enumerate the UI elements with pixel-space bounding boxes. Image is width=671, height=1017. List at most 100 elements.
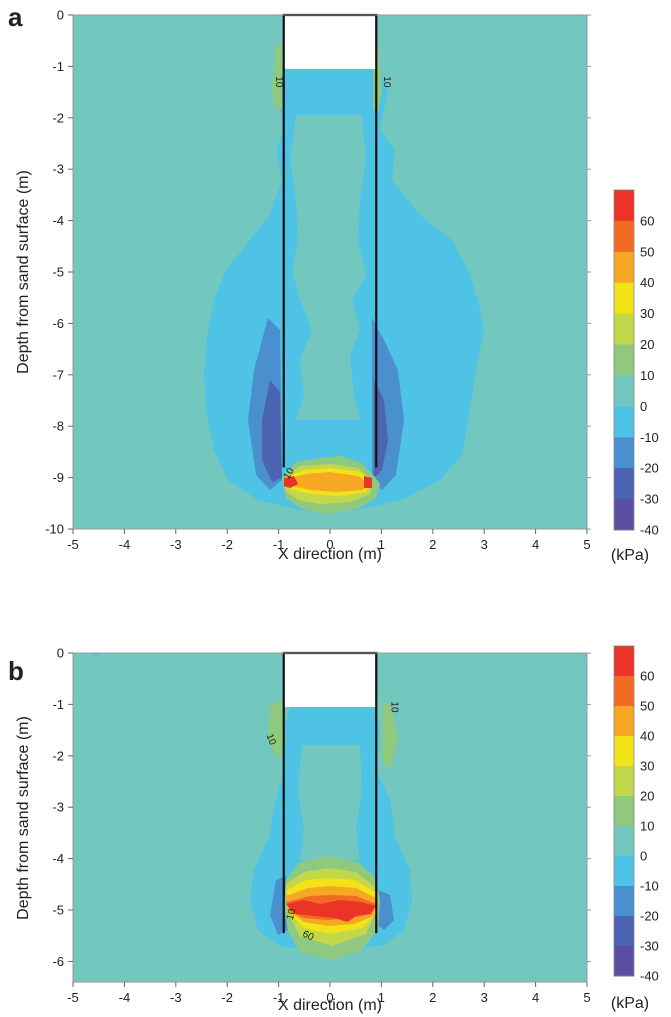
x-tick-label: -5 bbox=[67, 537, 79, 552]
colorbar-segment bbox=[614, 282, 634, 315]
panel-b-label: b bbox=[8, 656, 24, 686]
colorbar-segment bbox=[614, 766, 634, 797]
colorbar-tick-label: 10 bbox=[640, 819, 654, 834]
contour-label: 10 bbox=[282, 466, 297, 482]
contour-label: 10 bbox=[273, 76, 284, 88]
colorbar-tick-label: -20 bbox=[640, 461, 659, 476]
y-tick-label: -4 bbox=[52, 213, 64, 228]
colorbar-tick-label: 50 bbox=[640, 699, 654, 714]
y-tick-label: -5 bbox=[52, 265, 64, 280]
colorbar-tick-label: 40 bbox=[640, 275, 654, 290]
contour-label: 60 bbox=[301, 929, 316, 944]
colorbar-tick-label: 20 bbox=[640, 789, 654, 804]
contour-label: 10 bbox=[264, 732, 278, 747]
panel-a-caisson-empty-interior bbox=[283, 15, 377, 69]
colorbar-segment bbox=[614, 706, 634, 737]
colorbar-tick-label: 10 bbox=[640, 368, 654, 383]
colorbar-tick-label: 20 bbox=[640, 337, 654, 352]
x-tick-label: -4 bbox=[119, 990, 131, 1005]
x-tick-label: -3 bbox=[170, 990, 182, 1005]
panel-b-positive-strip-right bbox=[382, 700, 398, 770]
panel-b-caisson-empty-interior bbox=[283, 653, 377, 707]
x-tick-label: -2 bbox=[221, 990, 233, 1005]
x-tick-label: 0 bbox=[326, 990, 333, 1005]
panel-a-label: a bbox=[8, 2, 23, 32]
x-tick-label: 1 bbox=[378, 990, 385, 1005]
y-tick-label: -8 bbox=[52, 419, 64, 434]
panel-b-x-axis-label: X direction (m) bbox=[278, 997, 382, 1014]
panel-a-axes: -5 -4 -3 -2 -1 0 1 2 3 4 50-1-2-3-4-5-6-7-8-9-10 bbox=[45, 8, 591, 552]
x-tick-label: 4 bbox=[532, 990, 539, 1005]
x-tick-label: 3 bbox=[481, 990, 488, 1005]
colorbar-tick-label: 0 bbox=[640, 399, 647, 414]
colorbar-tick-label: -30 bbox=[640, 939, 659, 954]
y-tick-label: -7 bbox=[52, 367, 64, 382]
panel-b-positive-strip-left bbox=[268, 700, 286, 760]
panel-b-positive-zone-60-plus bbox=[286, 900, 376, 922]
colorbar-tick-label: 30 bbox=[640, 759, 654, 774]
panel-a-plug-zone bbox=[290, 115, 366, 420]
panel-a-x-axis-label: X direction (m) bbox=[278, 546, 382, 563]
panel-a: a -5 bbox=[8, 2, 659, 564]
panel-a-plot-area bbox=[72, 13, 588, 530]
panel-b-axes: -5 -4 -3 -2 -1 0 1 2 3 4 5 0 -1 -2 -3 -4 -5 -6 bbox=[52, 646, 591, 1005]
colorbar-tick-label: -30 bbox=[640, 492, 659, 507]
panel-a-positive-zone-60-left bbox=[284, 476, 298, 488]
colorbar-unit-label: (kPa) bbox=[611, 995, 649, 1012]
y-tick-label: -3 bbox=[52, 800, 64, 815]
y-tick-label: -3 bbox=[52, 162, 64, 177]
panel-a-colorbar: 60 50 40 30 20 10 0 -10 -20 -30 -40 (kPa) bbox=[611, 189, 659, 564]
colorbar-tick-label: 40 bbox=[640, 729, 654, 744]
colorbar-segment bbox=[614, 468, 634, 500]
x-tick-label: 2 bbox=[429, 990, 436, 1005]
panel-b-plug-zone bbox=[298, 745, 362, 860]
colorbar-tick-label: -40 bbox=[640, 523, 659, 538]
panel-a-positive-zone-40-50 bbox=[284, 472, 370, 492]
x-tick-label: -1 bbox=[273, 990, 285, 1005]
colorbar-segment bbox=[614, 946, 634, 977]
colorbar-segment bbox=[614, 646, 634, 677]
contour-label: 10 bbox=[389, 701, 400, 713]
y-tick-label: -4 bbox=[52, 851, 64, 866]
contour-label: 10 bbox=[285, 907, 299, 921]
colorbar-segment bbox=[614, 406, 634, 438]
colorbar-segment bbox=[614, 437, 634, 469]
colorbar-segment bbox=[614, 826, 634, 857]
colorbar-segment bbox=[614, 676, 634, 707]
y-tick-label: -5 bbox=[52, 903, 64, 918]
y-tick-label: -10 bbox=[45, 522, 64, 537]
y-tick-label: 0 bbox=[57, 646, 64, 661]
colorbar-segment bbox=[614, 856, 634, 887]
y-tick-label: 0 bbox=[57, 8, 64, 23]
y-tick-label: -6 bbox=[52, 954, 64, 969]
panel-b-y-axis-label: Depth from sand surface (m) bbox=[15, 716, 32, 920]
colorbar-tick-label: 60 bbox=[640, 213, 654, 228]
colorbar-frame bbox=[613, 189, 635, 531]
y-tick-label: -2 bbox=[52, 110, 64, 125]
colorbar-segment bbox=[614, 251, 634, 284]
panel-b-colorbar: 60 50 40 30 20 10 0 -10 -20 -30 -40 (kPa) bbox=[611, 645, 659, 1012]
colorbar-tick-label: -10 bbox=[640, 430, 659, 445]
x-tick-label: -4 bbox=[119, 537, 131, 552]
panel-b-negative-zone-10-20-right bbox=[378, 890, 394, 930]
x-tick-label: 5 bbox=[583, 537, 590, 552]
colorbar-segment bbox=[614, 796, 634, 827]
panel-a-y-axis-label: Depth from sand surface (m) bbox=[15, 170, 32, 374]
x-tick-label: 4 bbox=[532, 537, 539, 552]
colorbar-tick-label: 50 bbox=[640, 244, 654, 259]
colorbar-segment bbox=[614, 220, 634, 253]
colorbar-tick-label: 30 bbox=[640, 306, 654, 321]
y-tick-label: -2 bbox=[52, 748, 64, 763]
x-tick-label: 2 bbox=[429, 537, 436, 552]
panel-a-positive-zone-60-right bbox=[364, 476, 372, 488]
x-tick-label: -1 bbox=[273, 537, 285, 552]
colorbar-tick-label: -40 bbox=[640, 969, 659, 984]
colorbar-tick-label: -20 bbox=[640, 909, 659, 924]
panel-b-plot-area bbox=[72, 651, 588, 983]
x-tick-label: 5 bbox=[583, 990, 590, 1005]
colorbar-segment bbox=[614, 344, 634, 376]
panel-a-negative-zone-20-30-right bbox=[374, 380, 388, 478]
colorbar-segment bbox=[614, 886, 634, 917]
